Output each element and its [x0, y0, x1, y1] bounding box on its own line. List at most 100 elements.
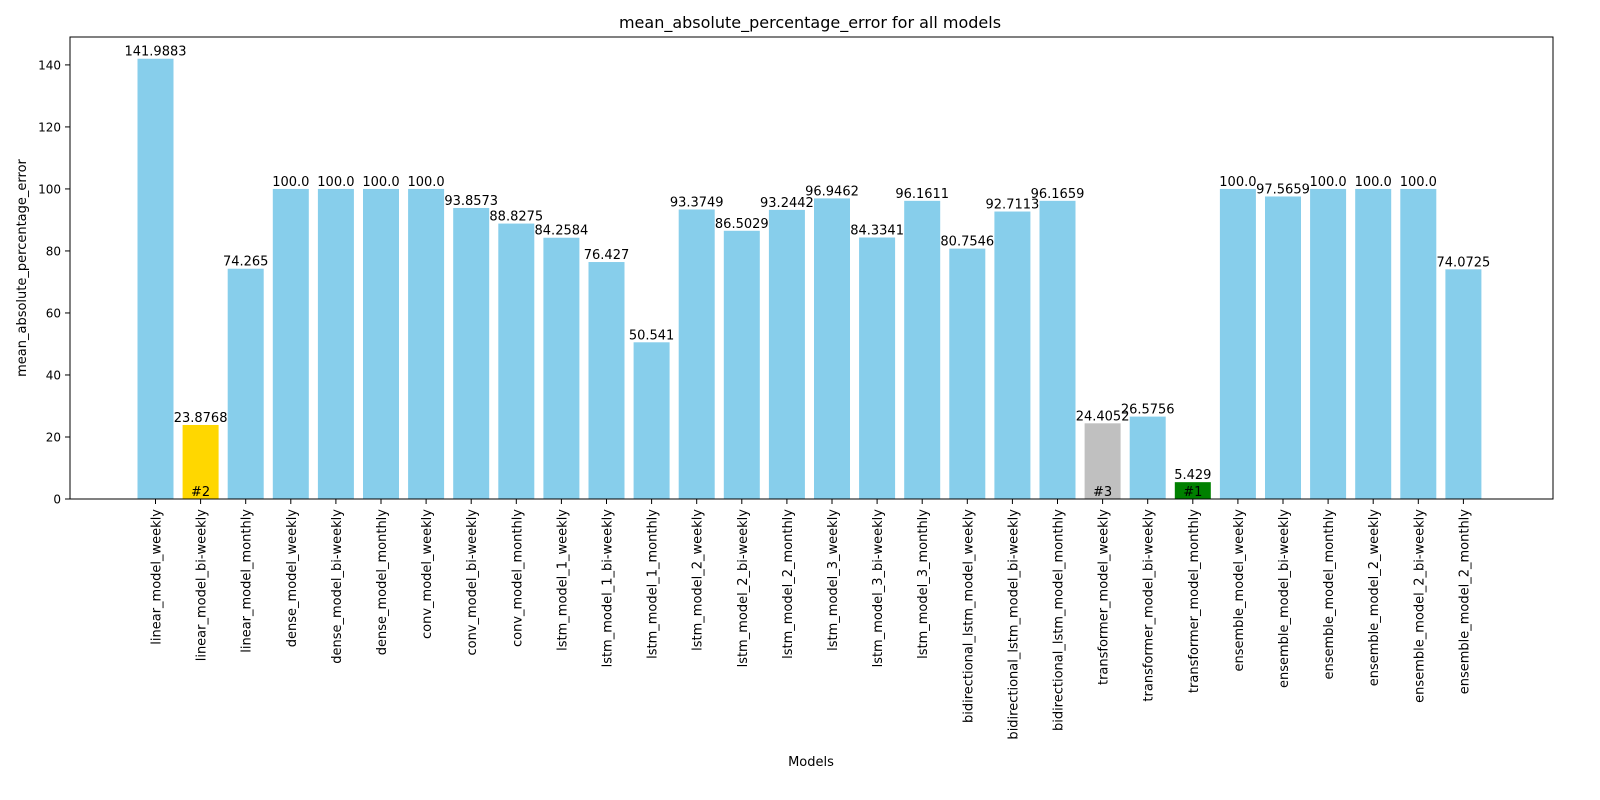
bar [994, 211, 1031, 499]
data-label: 74.265 [223, 255, 269, 270]
y-tick-label: 0 [53, 493, 61, 507]
x-tick-label: dense_model_weekly [285, 509, 300, 648]
x-tick-label: ensemble_model_bi-weekly [1277, 509, 1292, 688]
x-tick-label: ensemble_model_weekly [1232, 509, 1247, 672]
data-label: 5.429 [1174, 468, 1211, 483]
data-label: 23.8768 [174, 411, 228, 426]
data-label: 24.4052 [1076, 409, 1130, 424]
y-tick-label: 60 [46, 306, 61, 320]
bar [272, 188, 309, 499]
data-label: 100.0 [362, 175, 399, 190]
x-tick-label: ensemble_model_2_weekly [1367, 509, 1382, 687]
x-tick-label: lstm_model_2_monthly [781, 509, 796, 659]
rank-label: #2 [191, 485, 210, 500]
x-tick-label: lstm_model_3_weekly [826, 509, 841, 651]
bar [1355, 188, 1392, 499]
bar [1219, 188, 1256, 499]
data-label: 97.5659 [1256, 182, 1310, 197]
x-tick-label: dense_model_monthly [375, 509, 390, 656]
data-label: 26.5756 [1121, 403, 1175, 418]
x-tick-label: lstm_model_2_bi-weekly [736, 509, 751, 668]
data-label: 100.0 [1219, 175, 1256, 190]
data-label: 74.0725 [1437, 255, 1491, 270]
bar [814, 198, 850, 499]
bar [1400, 188, 1437, 499]
bar [768, 209, 805, 499]
x-tick-label: lstm_model_1_monthly [646, 509, 661, 659]
y-axis: 0 20 40 60 80 100 120 140 [38, 58, 70, 507]
bar [949, 248, 986, 499]
x-tick-label: lstm_model_1_weekly [555, 509, 570, 651]
data-label: 84.3341 [850, 224, 904, 239]
x-tick-label: ensemble_model_2_bi-weekly [1412, 509, 1427, 703]
x-tick-label: ensemble_model_monthly [1322, 509, 1337, 680]
bar [453, 207, 490, 500]
bar [723, 230, 760, 499]
x-tick-label: transformer_model_bi-weekly [1142, 509, 1157, 702]
data-label: 100.0 [407, 175, 444, 190]
x-tick-label: ensemble_model_2_monthly [1457, 509, 1472, 695]
x-tick-label: conv_model_monthly [510, 509, 525, 647]
rank-label: #3 [1093, 485, 1112, 500]
bar [408, 188, 445, 499]
plot-frame [69, 36, 1554, 500]
x-tick-label: linear_model_weekly [150, 509, 165, 645]
data-label: 96.9462 [805, 184, 859, 199]
data-label: 100.0 [1309, 175, 1346, 190]
x-tick-label: lstm_model_1_bi-weekly [601, 509, 616, 668]
x-tick-label: bidirectional_lstm_model_monthly [1052, 509, 1067, 731]
x-tick-label: linear_model_monthly [240, 509, 255, 653]
bar [182, 424, 219, 499]
x-tick-label: transformer_model_weekly [1097, 509, 1112, 685]
bar [543, 237, 580, 499]
y-tick-label: 140 [38, 58, 61, 72]
data-label: 100.0 [317, 175, 354, 190]
y-axis-label: mean_absolute_percentage_error [15, 158, 30, 376]
x-tick-label: bidirectional_lstm_model_bi-weekly [1006, 509, 1021, 740]
data-label: 92.7113 [986, 198, 1040, 213]
bar [633, 342, 670, 499]
bar [904, 200, 941, 499]
chart-title: mean_absolute_percentage_error for all m… [619, 13, 1001, 33]
x-tick-label: transformer_model_monthly [1187, 509, 1202, 693]
bar [1084, 423, 1121, 499]
bar [363, 188, 399, 499]
data-label: 100.0 [1400, 175, 1437, 190]
data-label: 93.3749 [670, 195, 724, 210]
data-label: 96.1659 [1031, 187, 1085, 202]
y-tick-label: 100 [38, 182, 61, 196]
data-label: 141.9883 [124, 45, 186, 60]
data-label: 100.0 [272, 175, 309, 190]
data-label: 96.1611 [895, 187, 949, 202]
bar [227, 268, 264, 499]
x-tick-label: lstm_model_2_weekly [691, 509, 706, 651]
bar [1265, 196, 1301, 499]
bar [1039, 200, 1076, 499]
data-label: 100.0 [1355, 175, 1392, 190]
y-tick-label: 40 [46, 368, 61, 382]
x-tick-label: bidirectional_lstm_model_weekly [961, 509, 976, 723]
bar [588, 262, 625, 499]
x-axis-label: Models [788, 755, 834, 770]
bar [317, 188, 354, 499]
data-label: 50.541 [629, 328, 675, 343]
bar [859, 237, 896, 499]
y-tick-label: 80 [46, 244, 61, 258]
bar [1445, 269, 1482, 499]
rank-label: #1 [1183, 485, 1202, 500]
x-tick-label: conv_model_weekly [420, 509, 435, 639]
bar [137, 58, 174, 500]
data-label: 80.7546 [940, 235, 994, 250]
y-tick-label: 120 [38, 120, 61, 134]
y-tick-label: 20 [46, 430, 61, 444]
data-label: 93.2442 [760, 196, 814, 211]
bar [678, 209, 715, 499]
x-tick-label: lstm_model_3_monthly [916, 509, 931, 659]
plot-area: 141.9883 23.8768 #2 74.265 100.0 100.0 100.0 10… [124, 45, 1490, 500]
bar [498, 223, 535, 499]
x-tick-label: dense_model_bi-weekly [330, 509, 345, 664]
data-label: 76.427 [584, 248, 630, 263]
x-tick-label: conv_model_bi-weekly [465, 509, 480, 656]
bar [1174, 482, 1211, 499]
